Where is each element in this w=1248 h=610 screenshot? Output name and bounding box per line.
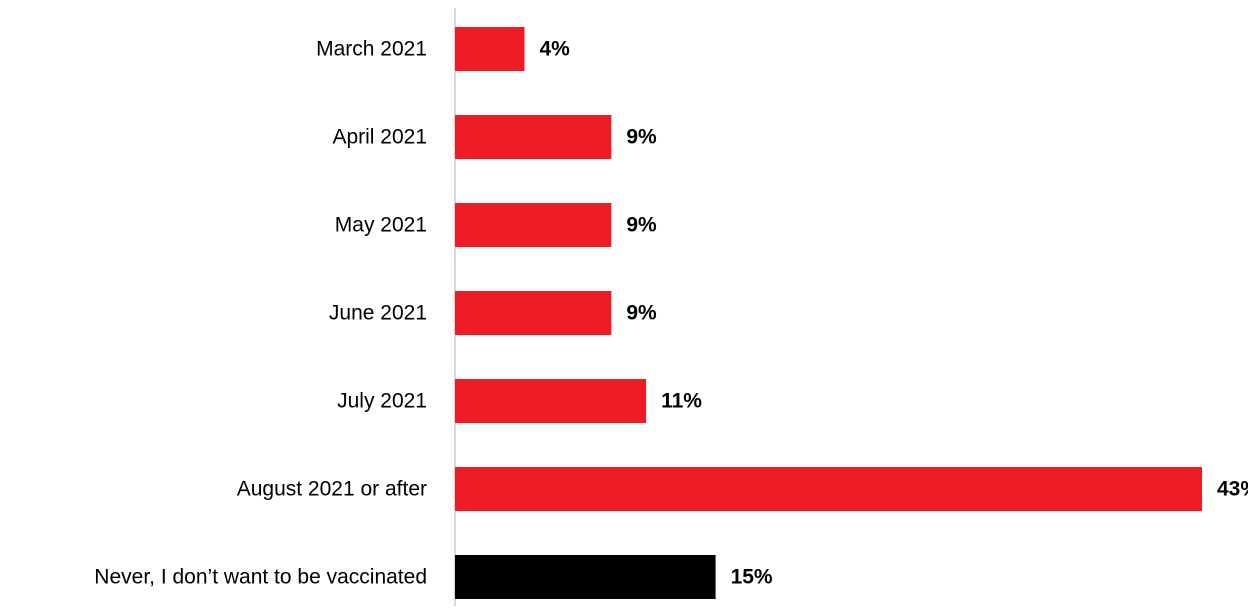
labels-group: March 2021 4% April 2021 9% May 2021 9% June 2… <box>94 38 1248 589</box>
category-label: Never, I don’t want to be vaccinated <box>94 566 427 589</box>
value-label: 9% <box>626 126 657 149</box>
bar-4 <box>455 379 647 423</box>
category-label: August 2021 or after <box>237 478 427 501</box>
value-label: 43% <box>1217 478 1248 501</box>
category-label: July 2021 <box>337 390 427 413</box>
bar-3 <box>455 291 612 335</box>
category-label: May 2021 <box>335 214 427 237</box>
category-label: June 2021 <box>329 302 427 325</box>
value-label: 15% <box>731 566 773 589</box>
category-label: March 2021 <box>316 38 427 61</box>
bar-1 <box>455 115 612 159</box>
value-label: 11% <box>661 390 702 413</box>
bars-group <box>455 27 1202 599</box>
bar-0 <box>455 27 525 71</box>
value-label: 9% <box>626 302 657 325</box>
bar-5 <box>455 467 1202 511</box>
category-label: April 2021 <box>332 126 427 149</box>
value-label: 9% <box>626 214 657 237</box>
bar-6 <box>455 555 716 599</box>
value-label: 4% <box>539 38 570 61</box>
bar-2 <box>455 203 612 247</box>
